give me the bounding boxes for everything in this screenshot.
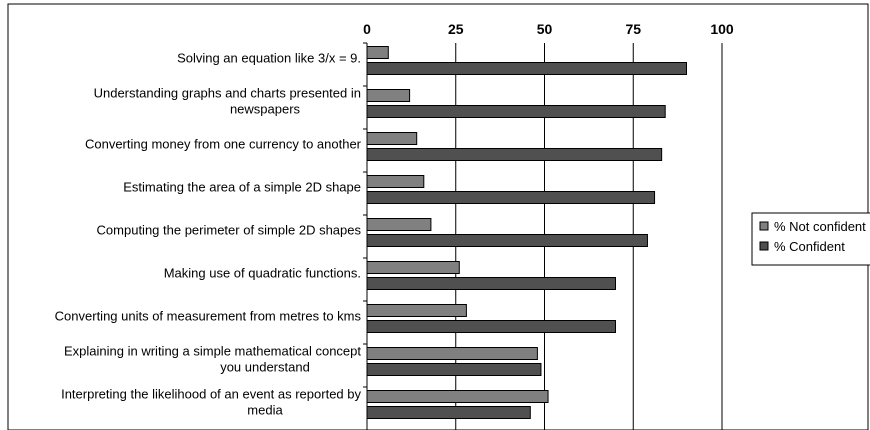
bar-confident-3 [366, 191, 656, 204]
x-tick-label-2: 50 [537, 21, 553, 37]
bar-confident-7 [366, 363, 542, 376]
legend-label-1: % Confident [774, 239, 845, 254]
x-tick-label-4: 100 [710, 21, 734, 37]
bar-not-confident-8 [366, 390, 549, 403]
category-label-5: Making use of quadratic functions. [164, 266, 361, 281]
legend-swatch-1 [759, 241, 769, 251]
bar-confident-1 [366, 105, 666, 118]
bar-confident-5 [366, 277, 616, 290]
category-label-6: Converting units of measurement from met… [55, 309, 362, 324]
category-label-4: Computing the perimeter of simple 2D sha… [97, 223, 362, 238]
legend-swatch-0 [759, 221, 769, 231]
bar-confident-0 [366, 62, 687, 75]
bar-not-confident-2 [366, 132, 418, 145]
category-label-7-line-1: you understand [220, 360, 310, 375]
bar-not-confident-1 [366, 89, 411, 102]
bar-confident-8 [366, 406, 531, 419]
bar-not-confident-5 [366, 261, 460, 274]
bar-confident-2 [366, 148, 663, 161]
legend-label-0: % Not confident [774, 219, 866, 234]
bar-not-confident-4 [366, 218, 432, 231]
category-label-3: Estimating the area of a simple 2D shape [123, 180, 361, 195]
bar-not-confident-7 [366, 347, 538, 360]
x-tick-label-0: 0 [363, 21, 371, 37]
category-label-1-line-1: newspapers [230, 102, 301, 117]
category-label-1-line-0: Understanding graphs and charts presente… [94, 86, 361, 101]
bar-confident-6 [366, 320, 616, 333]
x-tick-label-3: 75 [625, 21, 641, 37]
bar-not-confident-0 [366, 46, 389, 59]
category-label-0: Solving an equation like 3/x = 9. [177, 51, 361, 66]
bar-not-confident-3 [366, 175, 425, 188]
category-label-8-line-0: Interpreting the likelihood of an event … [61, 387, 361, 402]
category-label-8-line-1: media [247, 403, 283, 418]
legend-box [751, 212, 870, 266]
category-label-7-line-0: Explaining in writing a simple mathemati… [64, 344, 361, 359]
category-label-2: Converting money from one currency to an… [85, 137, 362, 152]
bar-confident-4 [366, 234, 648, 247]
x-tick-label-1: 25 [448, 21, 464, 37]
bar-not-confident-6 [366, 304, 467, 317]
